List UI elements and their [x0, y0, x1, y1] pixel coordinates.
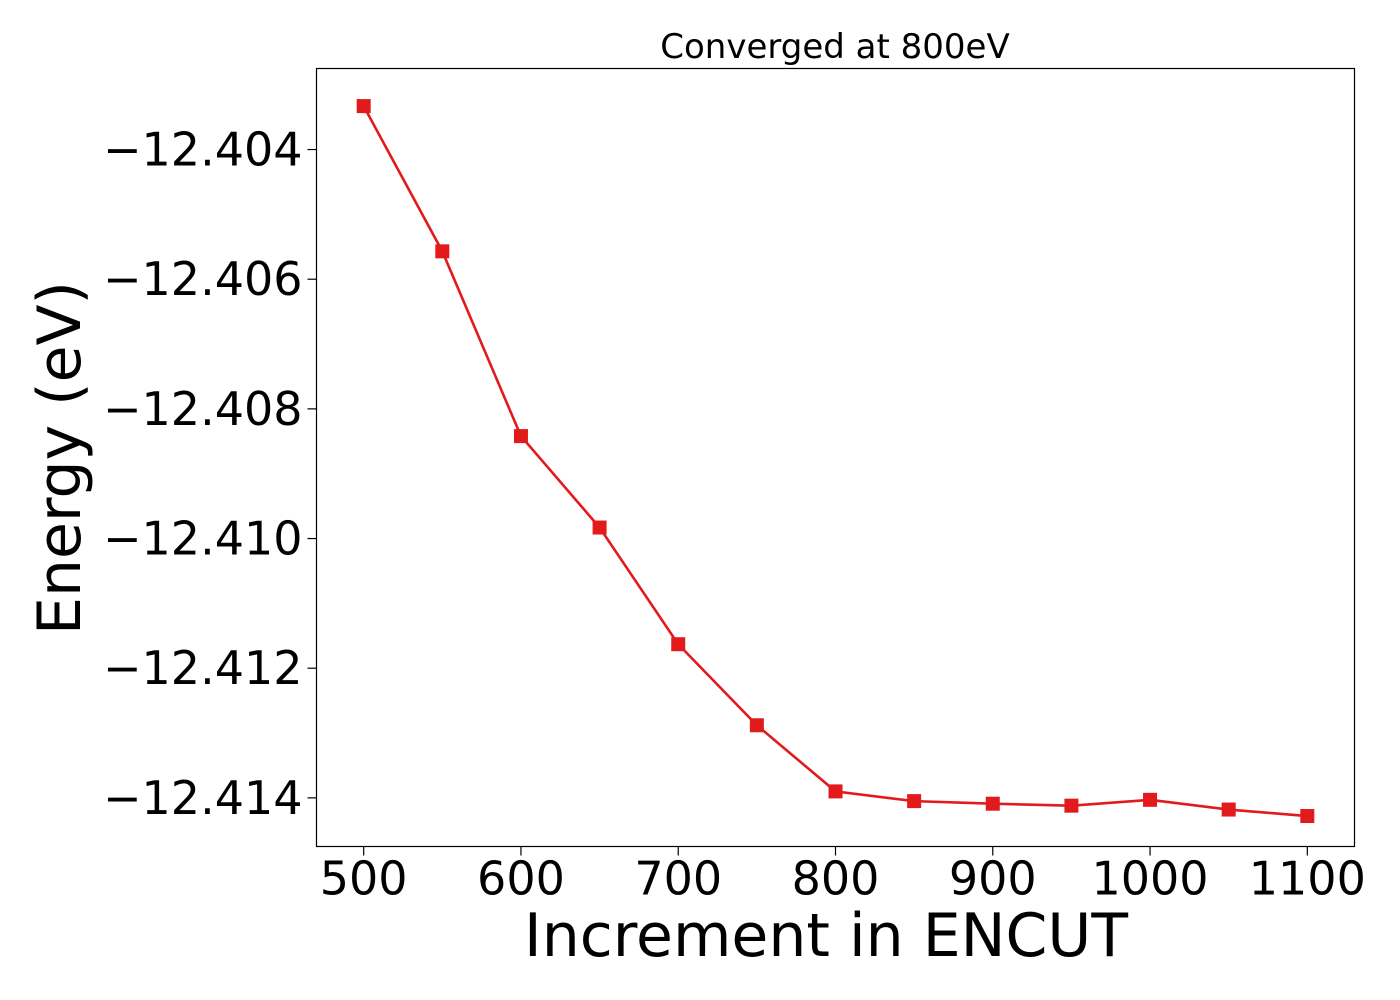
data-point-marker: [1300, 809, 1315, 824]
series-line: [362, 105, 1308, 818]
y-tick-label: −12.412: [103, 641, 303, 695]
plot-frame: [315, 67, 1356, 848]
data-point-marker: [907, 794, 922, 809]
x-tick-label: 600: [477, 852, 565, 906]
y-tick-label: −12.408: [103, 382, 303, 436]
data-point-marker: [828, 784, 843, 799]
data-point-marker: [592, 520, 607, 535]
data-point-marker: [985, 796, 1000, 811]
data-point-marker: [671, 637, 686, 652]
y-tick-label: −12.404: [103, 123, 303, 177]
data-point-marker: [435, 244, 450, 259]
y-tick-label: −12.414: [103, 771, 303, 825]
x-tick-label: 900: [949, 852, 1037, 906]
x-tick-label: 500: [320, 852, 408, 906]
y-axis-label: Energy (eV): [25, 281, 95, 635]
data-point-marker: [356, 99, 371, 114]
data-point-marker: [1221, 802, 1236, 817]
data-point-marker: [1064, 798, 1079, 813]
x-tick-label: 700: [634, 852, 722, 906]
x-tick-label: 800: [792, 852, 880, 906]
chart-title: Converged at 800eV: [660, 27, 1009, 67]
data-point-marker: [513, 429, 528, 444]
data-point-marker: [1143, 792, 1158, 807]
x-axis-label: Increment in ENCUT: [524, 901, 1128, 971]
x-tick-label: 1000: [1092, 852, 1209, 906]
x-tick-label: 1100: [1249, 852, 1366, 906]
data-point-marker: [749, 718, 764, 733]
y-tick-label: −12.410: [103, 512, 303, 566]
y-tick-label: −12.406: [103, 252, 303, 306]
